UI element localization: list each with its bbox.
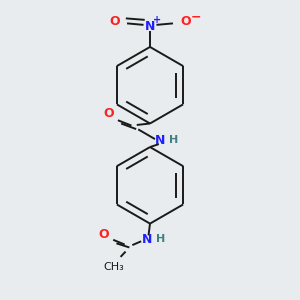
Text: H: H xyxy=(169,135,178,145)
Text: H: H xyxy=(156,234,165,244)
Text: CH₃: CH₃ xyxy=(103,262,124,272)
Text: O: O xyxy=(110,15,120,28)
Text: O: O xyxy=(180,15,190,28)
Text: N: N xyxy=(145,20,155,33)
Text: N: N xyxy=(142,233,152,246)
Text: N: N xyxy=(155,134,166,147)
Text: O: O xyxy=(103,107,114,120)
Text: O: O xyxy=(98,228,109,241)
Text: −: − xyxy=(191,11,202,23)
Text: +: + xyxy=(153,15,161,25)
